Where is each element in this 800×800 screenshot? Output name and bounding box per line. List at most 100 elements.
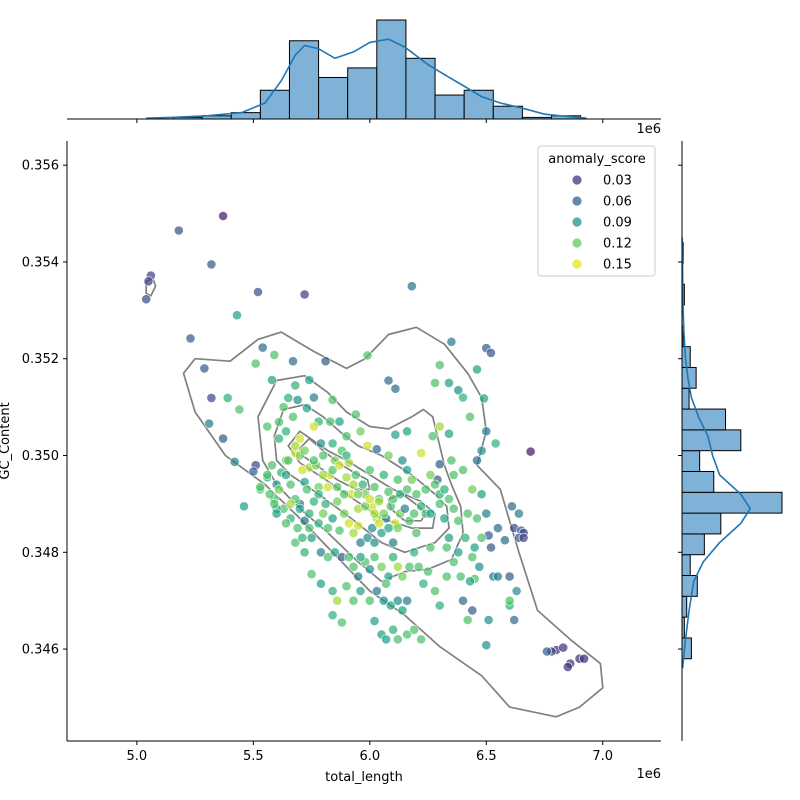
scatter-point: [308, 496, 319, 507]
scatter-point: [318, 469, 329, 480]
scatter-point: [355, 586, 366, 596]
x-axis-label: total_length: [325, 770, 403, 785]
legend-label: 0.03: [603, 174, 632, 189]
scatter-point: [402, 629, 412, 640]
scatter-point: [206, 259, 217, 270]
scatter-point: [301, 403, 312, 413]
scatter-point: [441, 571, 452, 582]
scatter-point: [369, 508, 380, 519]
scatter-point: [411, 489, 422, 500]
scatter-point: [427, 431, 438, 442]
scatter-point: [322, 552, 333, 562]
scatter-point: [409, 547, 419, 558]
scatter-point: [483, 615, 494, 625]
scatter-point: [392, 561, 403, 572]
scatter-point: [353, 489, 364, 500]
scatter-point: [455, 571, 466, 582]
scatter-point: [348, 479, 359, 490]
scatter-point: [425, 508, 436, 519]
legend-marker: [572, 217, 582, 227]
scatter-point: [297, 532, 308, 543]
y-tick-label: 0.356: [22, 159, 59, 174]
scatter-point: [290, 537, 301, 548]
scatter-point: [281, 426, 291, 437]
scatter-point: [283, 455, 294, 466]
scatter-point: [558, 642, 569, 653]
scatter-point: [294, 433, 305, 444]
scatter-point: [406, 474, 417, 485]
scatter-point: [327, 465, 338, 475]
scatter-point: [371, 444, 382, 455]
scatter-point: [369, 537, 380, 548]
scatter-point: [423, 566, 433, 577]
scatter-point: [467, 552, 478, 562]
scatter-point: [218, 433, 228, 444]
top-hist-bar: [288, 40, 320, 120]
scatter-point: [257, 342, 268, 353]
scatter-point: [353, 571, 364, 582]
scatter-point: [141, 294, 152, 305]
scatter-point: [425, 469, 436, 480]
scatter-point: [304, 375, 315, 385]
top-hist-bar: [492, 105, 523, 120]
y-tick-label: 0.346: [22, 643, 59, 658]
right-hist-bar: [681, 554, 691, 577]
scatter-point: [469, 542, 480, 553]
top-marginal-axis: [67, 118, 661, 123]
scatter-point: [481, 640, 492, 651]
scatter-point: [327, 586, 338, 596]
scatter-point: [409, 624, 419, 635]
scatter-point: [234, 404, 245, 415]
scatter-point: [472, 455, 482, 466]
scatter-point: [460, 532, 471, 543]
scatter-point: [327, 438, 338, 449]
scatter-point: [299, 515, 310, 526]
scatter-point: [327, 610, 338, 621]
scatter-point: [430, 586, 440, 596]
scatter-point: [313, 518, 324, 529]
scatter-point: [327, 394, 338, 405]
scatter-point: [383, 486, 394, 497]
scatter-point: [269, 498, 280, 509]
scatter-point: [509, 615, 520, 625]
scatter-point: [292, 394, 303, 405]
scatter-point: [343, 518, 354, 529]
legend-entries: 0.03 0.06 0.09 0.12 0.15: [572, 174, 632, 273]
scatter-point: [392, 634, 403, 645]
scatter-point: [339, 489, 350, 500]
right-hist-bar: [681, 533, 705, 556]
legend: anomaly_score 0.03 0.06 0.09 0.12 0.15: [537, 145, 656, 277]
scatter-point: [444, 494, 454, 504]
scatter-point: [383, 375, 394, 386]
scatter-point: [388, 552, 398, 562]
scatter-point: [420, 484, 431, 495]
scatter-point: [315, 438, 326, 449]
scatter-point: [441, 542, 452, 553]
legend-frame: [537, 145, 656, 277]
scatter-point: [306, 532, 317, 543]
x-tick-label: 7.0: [592, 749, 613, 764]
scatter-point: [325, 416, 336, 427]
scatter-point: [329, 547, 340, 558]
top-hist-bar: [405, 57, 436, 120]
scatter-point: [506, 501, 517, 512]
scatter-point: [355, 537, 366, 548]
scatter-point: [434, 459, 445, 470]
scatter-point: [341, 472, 352, 483]
scatter-point: [229, 456, 240, 467]
scatter-point: [444, 377, 454, 388]
scatter-point: [301, 484, 312, 495]
top-hist-bar: [259, 89, 290, 120]
scatter-point: [439, 484, 450, 495]
scatter-point: [332, 496, 343, 507]
scatter-point: [341, 450, 352, 461]
scatter-point: [448, 503, 459, 514]
scatter-point: [434, 360, 445, 370]
scatter-point: [369, 482, 380, 492]
legend-label: 0.06: [603, 195, 632, 210]
scatter-point: [299, 445, 310, 456]
scatter-point: [278, 402, 289, 412]
scatter-point: [336, 617, 347, 628]
scatter-point: [492, 523, 503, 533]
right-hist-bar: [681, 387, 690, 410]
